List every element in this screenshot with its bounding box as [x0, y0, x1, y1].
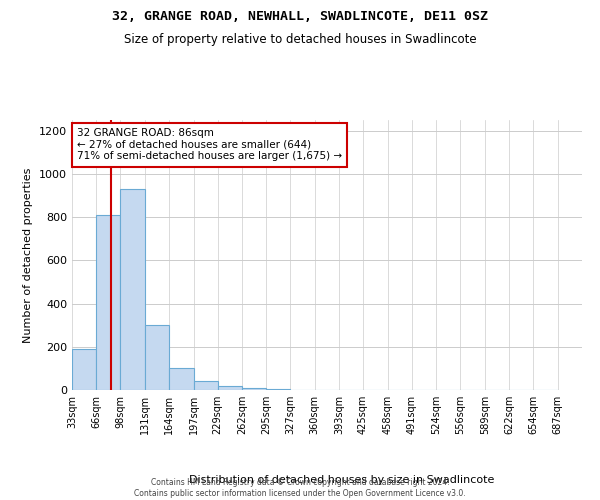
Text: Size of property relative to detached houses in Swadlincote: Size of property relative to detached ho… — [124, 32, 476, 46]
Bar — [169, 368, 194, 390]
Bar — [72, 349, 97, 390]
Bar — [97, 215, 120, 390]
Text: Contains HM Land Registry data © Crown copyright and database right 2024.
Contai: Contains HM Land Registry data © Crown c… — [134, 478, 466, 498]
Bar — [145, 325, 169, 390]
Bar — [266, 389, 290, 390]
Text: 32, GRANGE ROAD, NEWHALL, SWADLINCOTE, DE11 0SZ: 32, GRANGE ROAD, NEWHALL, SWADLINCOTE, D… — [112, 10, 488, 23]
Text: 32 GRANGE ROAD: 86sqm
← 27% of detached houses are smaller (644)
71% of semi-det: 32 GRANGE ROAD: 86sqm ← 27% of detached … — [77, 128, 342, 162]
Bar — [218, 386, 242, 390]
Bar — [242, 388, 266, 390]
Y-axis label: Number of detached properties: Number of detached properties — [23, 168, 34, 342]
Bar — [194, 382, 218, 390]
Text: Distribution of detached houses by size in Swadlincote: Distribution of detached houses by size … — [190, 475, 494, 485]
Bar — [120, 189, 145, 390]
